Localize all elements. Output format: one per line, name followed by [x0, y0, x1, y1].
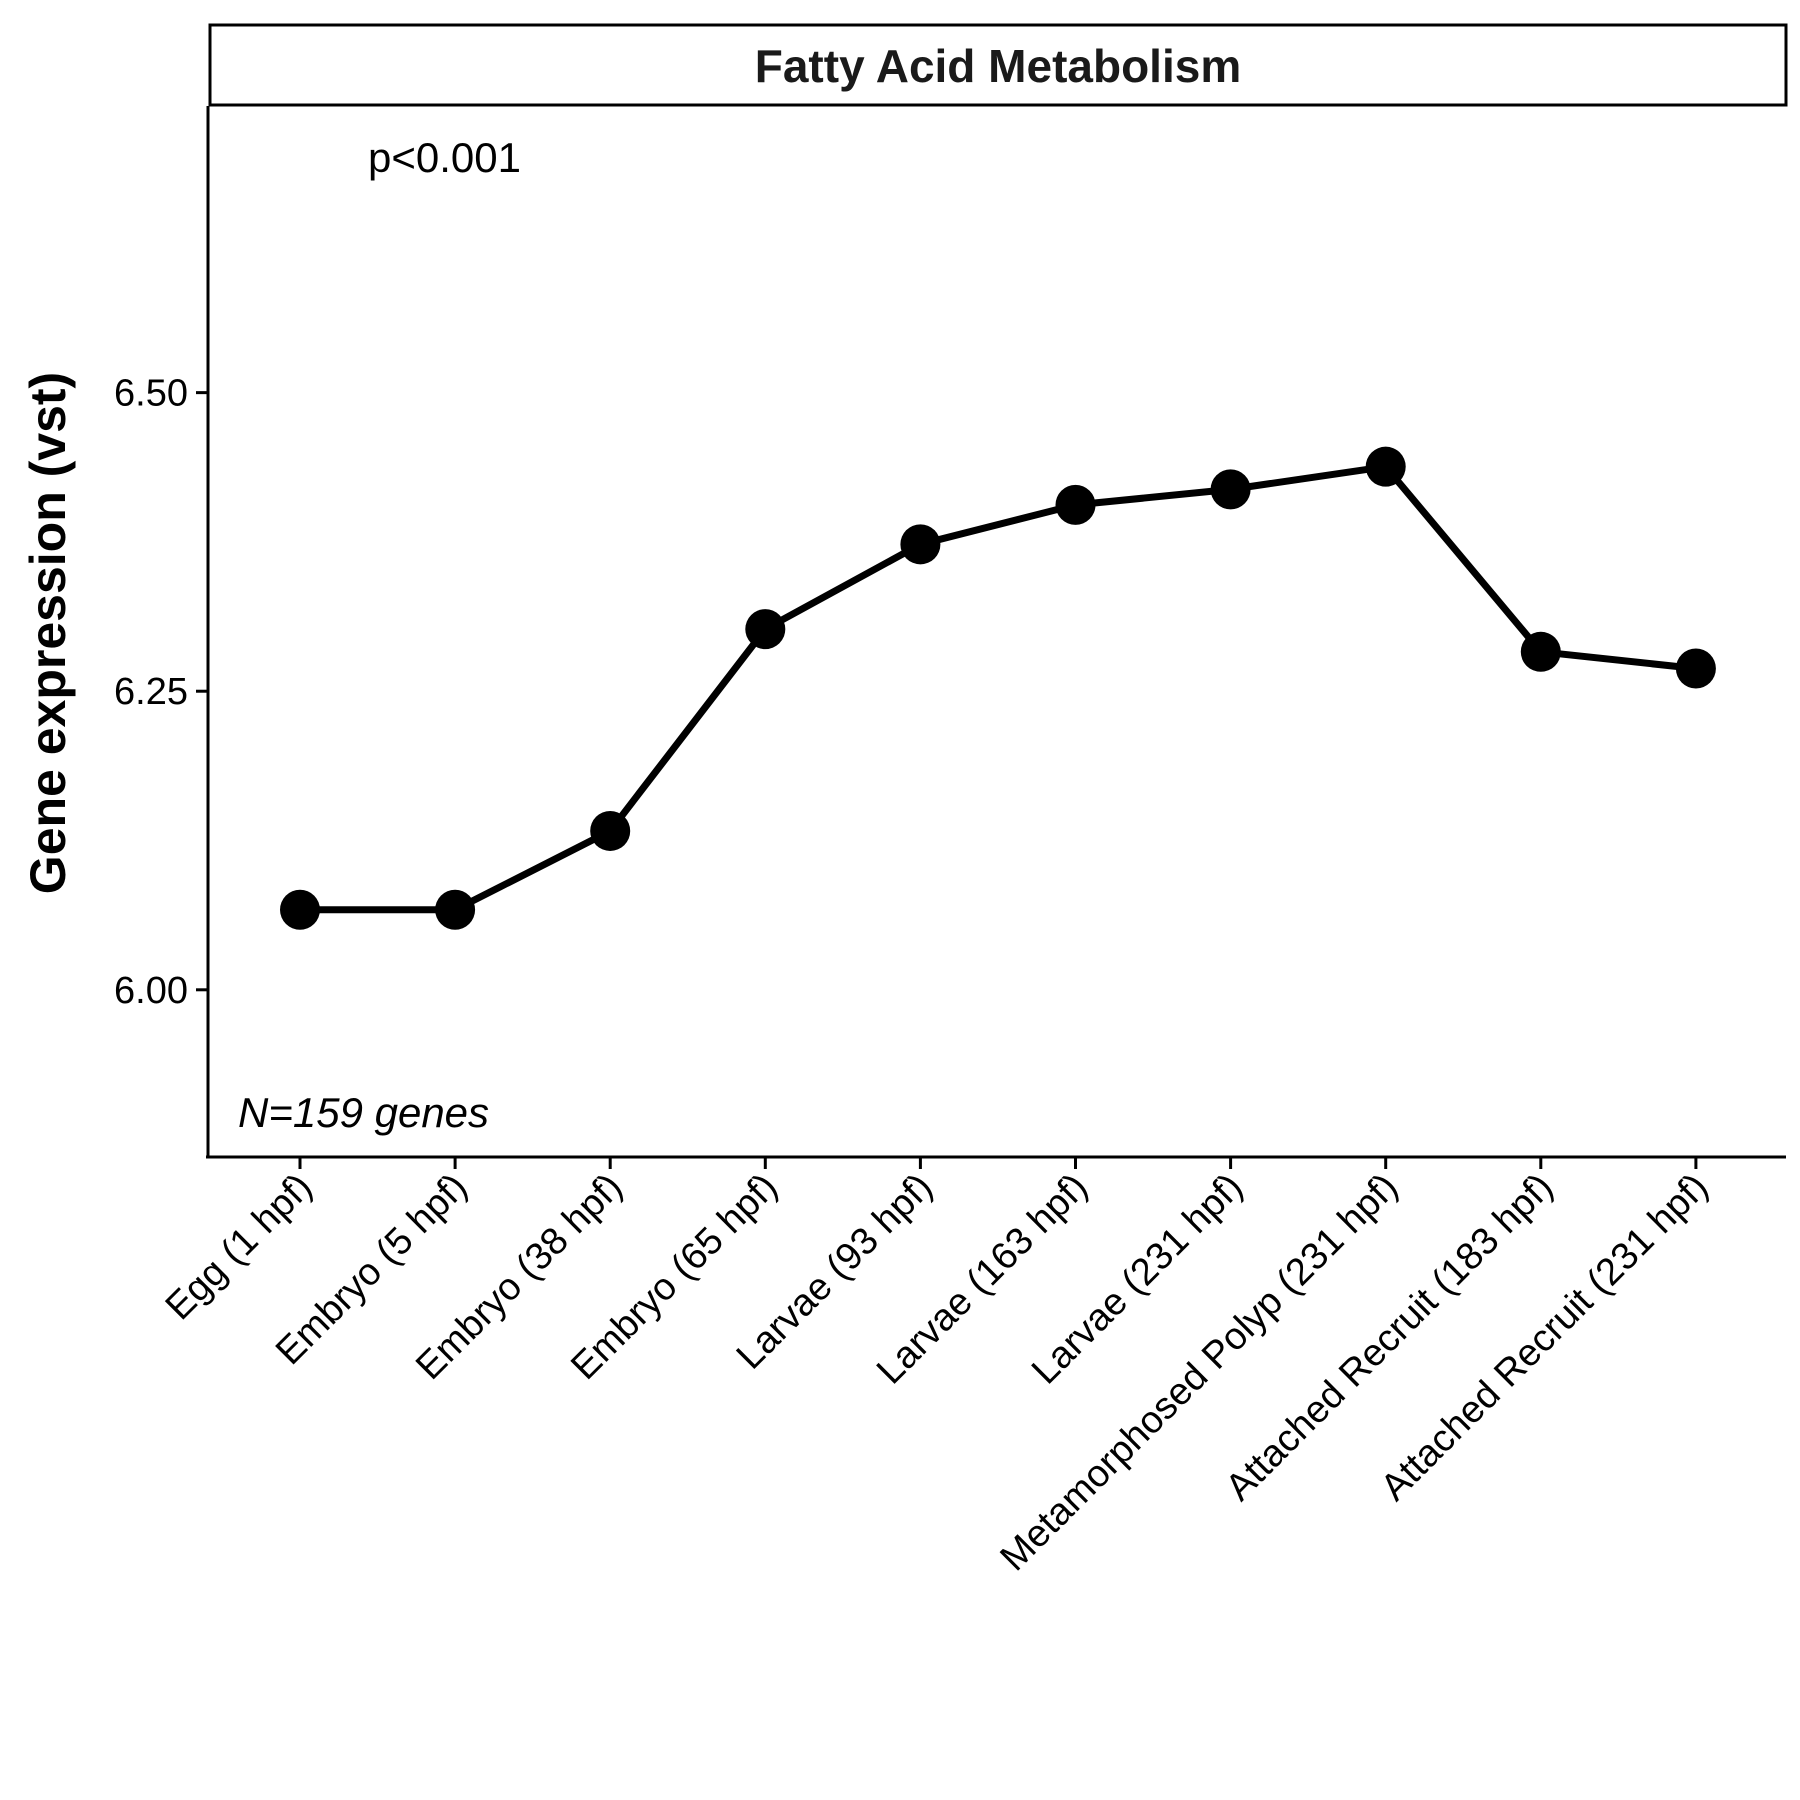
y-tick-label: 6.50: [114, 373, 188, 415]
data-point: [435, 889, 476, 930]
data-point: [900, 524, 941, 565]
chart-title: Fatty Acid Metabolism: [755, 40, 1241, 92]
x-tick-label: Attached Recruit (231 hpf): [1373, 1166, 1716, 1509]
data-point: [745, 609, 786, 650]
data-point: [280, 889, 320, 930]
p-value-annotation: p<0.001: [368, 134, 521, 181]
x-tick-label: Attached Recruit (183 hpf): [1218, 1166, 1561, 1509]
data-point: [1210, 469, 1251, 510]
y-axis-label: Gene expression (vst): [20, 372, 76, 894]
x-tick-label: Egg (1 hpf): [158, 1166, 321, 1329]
y-tick-label: 6.25: [114, 671, 188, 713]
data-point: [1365, 446, 1406, 487]
data-point: [1055, 484, 1096, 525]
n-genes-annotation: N=159 genes: [238, 1089, 489, 1136]
y-tick-label: 6.00: [114, 970, 188, 1012]
series-line: [300, 463, 1697, 914]
data-point: [1675, 648, 1716, 689]
facet-strip: [208, 23, 1788, 107]
data-point: [590, 810, 631, 851]
data-point: [1520, 631, 1561, 672]
